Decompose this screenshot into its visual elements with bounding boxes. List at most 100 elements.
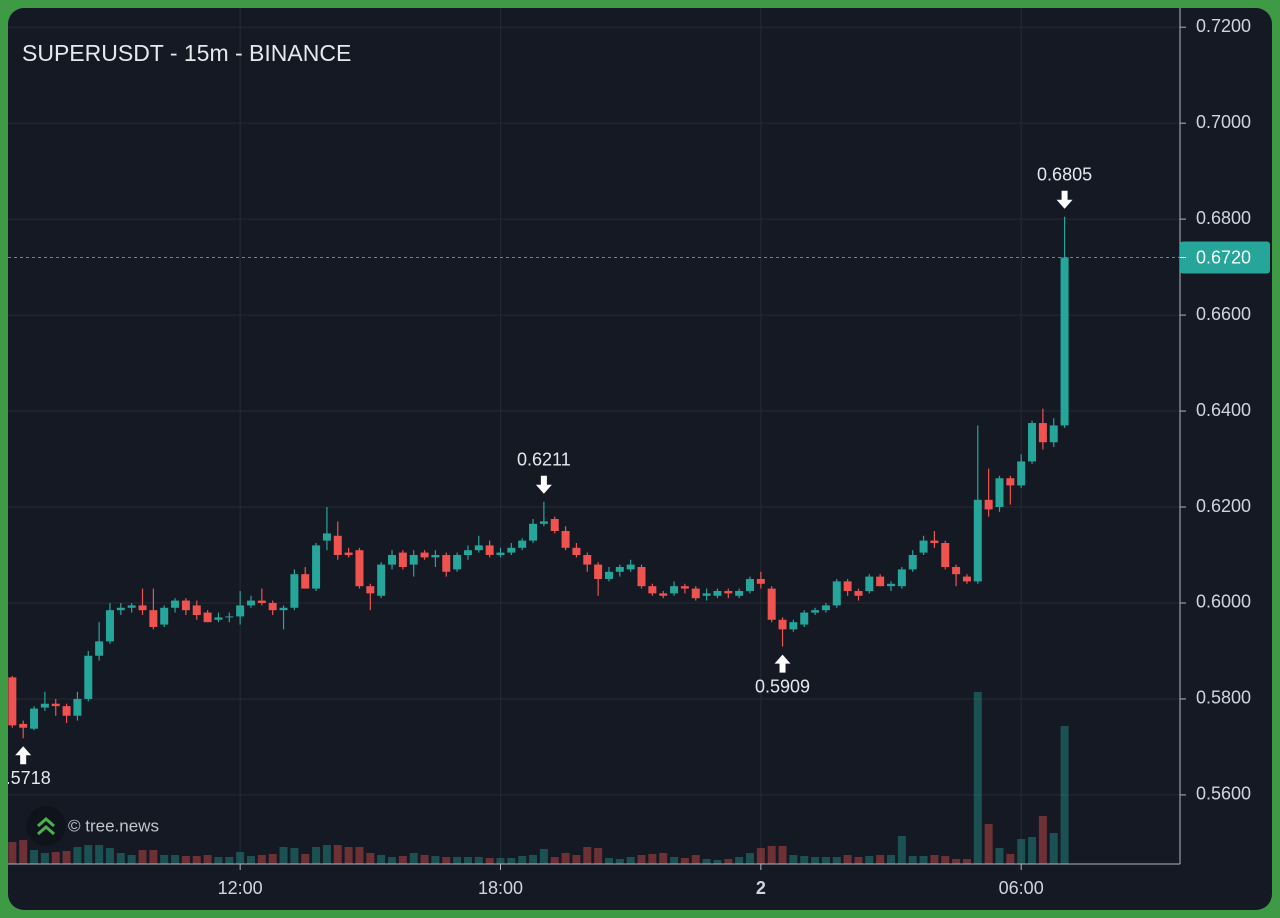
volume-bar (312, 847, 321, 864)
plot-area: 0.5718 0.6211 0.5909 0.6805 (0, 164, 1180, 864)
volume-bar (583, 847, 592, 864)
y-tick-label: 0.6200 (1196, 496, 1251, 516)
candle-body (702, 593, 711, 596)
candle-body (1006, 478, 1015, 486)
volume-bar (62, 851, 71, 864)
candle-body (539, 521, 548, 524)
candle-body (40, 703, 49, 708)
volume-bar (919, 856, 928, 864)
volume-bar (735, 857, 744, 864)
candle-body (529, 523, 538, 541)
last-price-label: 0.6720 (1196, 247, 1251, 267)
volume-bar (290, 848, 299, 864)
candle-body (800, 612, 809, 625)
candle-body (485, 545, 494, 555)
volume-bar (442, 857, 451, 864)
volume-bar (1060, 726, 1069, 864)
candle-body (409, 554, 418, 565)
volume-bar (214, 857, 223, 864)
candle-body (301, 574, 310, 589)
candle-body (355, 550, 364, 587)
candle-body (442, 554, 451, 572)
axes: 0.5600 0.5800 0.6000 0.6200 0.6400 0.6600 0.68… (218, 16, 1270, 898)
candle-body (453, 554, 462, 570)
candle-body (876, 576, 885, 587)
volume-bar (377, 855, 386, 864)
grid (8, 8, 1180, 864)
candle-body (377, 564, 386, 596)
price-marker: 0.6805 (1037, 164, 1092, 209)
candle-body (670, 586, 679, 594)
candle-body (160, 607, 169, 625)
volume-bar (876, 855, 885, 864)
volume-bar (149, 850, 158, 864)
candle-body (496, 552, 505, 555)
volume-bar (648, 854, 657, 864)
volume-bar (160, 855, 169, 864)
panel (8, 8, 1272, 910)
candle-body (789, 622, 798, 630)
y-tick-label: 0.6800 (1196, 208, 1251, 228)
candle-body (832, 581, 841, 606)
volume-bar (138, 850, 147, 864)
price-marker: 0.6211 (517, 449, 571, 494)
volume-bar (854, 857, 863, 864)
volume-bar (279, 847, 288, 864)
volume-bar (659, 853, 668, 864)
marker-label: 0.5718 (0, 768, 51, 788)
volume-bar (398, 856, 407, 864)
candle-body (116, 607, 125, 611)
candle-body (1049, 425, 1058, 443)
candle-body (615, 566, 624, 572)
candle-body (691, 588, 700, 599)
marker-arrow (15, 746, 32, 765)
marker-arrow (1056, 190, 1073, 209)
candle-body (279, 607, 288, 611)
candle-body (561, 531, 570, 548)
candle-body (257, 600, 266, 603)
volume-bar (561, 853, 570, 864)
candle-body (203, 612, 212, 623)
volume-bar (930, 855, 939, 864)
candle-body (626, 564, 635, 570)
candle-body (941, 543, 950, 567)
candle-body (51, 703, 60, 707)
volume-bar (463, 857, 472, 864)
volume-bar (615, 859, 624, 864)
volume-bar (637, 855, 646, 864)
volume-bar (843, 855, 852, 864)
volume-bar (811, 857, 820, 864)
candle-body (745, 578, 754, 591)
candle-body (854, 590, 863, 596)
candle-body (127, 605, 136, 608)
price-marker: 0.5909 (755, 654, 810, 696)
candle-body (214, 617, 223, 620)
volume-bar (73, 847, 82, 864)
volume-bar (800, 856, 809, 864)
candle-body (887, 583, 896, 587)
x-tick-label: 2 (756, 878, 766, 898)
volume-bar (887, 855, 896, 864)
candle-body (181, 600, 190, 611)
candle-body (767, 588, 776, 620)
y-tick-label: 0.5800 (1196, 688, 1251, 708)
volume-bar (322, 845, 331, 864)
volume-bar (257, 855, 266, 864)
candle-body (1060, 257, 1069, 426)
candle-body (290, 574, 299, 608)
volume-bar (702, 859, 711, 864)
candle-body (474, 545, 483, 551)
candle-body (149, 610, 158, 627)
volume-bar (832, 857, 841, 864)
candle-body (225, 616, 234, 618)
marker-label: 0.6211 (517, 449, 571, 469)
candle-body (1038, 423, 1047, 443)
x-tick-label: 12:00 (218, 878, 263, 898)
volume-bar (897, 836, 906, 864)
candle-body (865, 576, 874, 591)
volume-bar (594, 848, 603, 864)
volume-bar (181, 856, 190, 864)
candle-body (420, 552, 429, 558)
volume-bar (984, 824, 993, 864)
candle-body (572, 547, 581, 555)
